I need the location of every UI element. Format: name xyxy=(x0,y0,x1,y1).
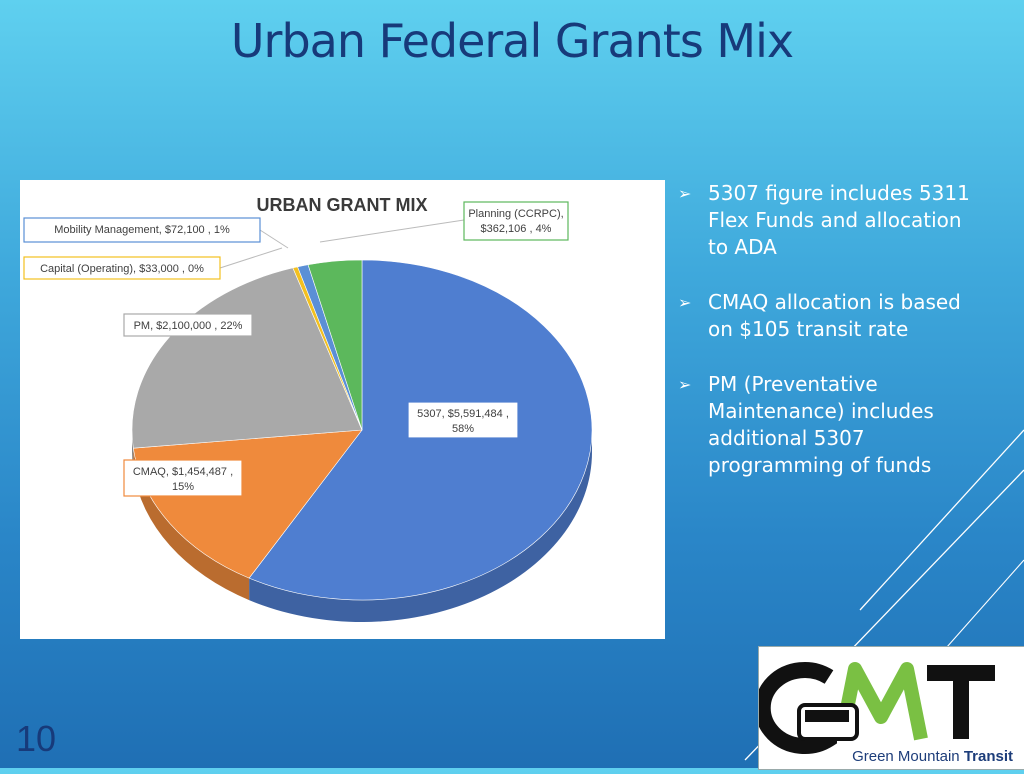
pie-slice-5 xyxy=(307,259,363,431)
data-label: Planning (CCRPC), xyxy=(468,208,563,220)
data-label: Mobility Management, $72,100 , 1% xyxy=(54,224,230,236)
data-label-box xyxy=(23,256,221,280)
bullet-item: ➢ PM (Preventative Maintenance) includes… xyxy=(676,371,976,479)
data-label: 5307, $5,591,484 , xyxy=(417,408,509,420)
deco-line xyxy=(859,429,1024,611)
data-label: CMAQ, $1,454,487 , xyxy=(133,466,233,478)
data-label: 15% xyxy=(172,481,194,493)
bullet-text: CMAQ allocation is based on $105 transit… xyxy=(708,290,961,341)
data-label-box xyxy=(407,401,519,439)
logo-t-letter xyxy=(927,665,995,739)
label-leader-line xyxy=(319,219,465,243)
bullet-text: 5307 figure includes 5311 Flex Funds and… xyxy=(708,181,970,259)
pie-slice-side-0 xyxy=(249,430,593,622)
pie-slice-2 xyxy=(131,267,363,449)
bullet-text: PM (Preventative Maintenance) includes a… xyxy=(708,372,934,477)
data-label: PM, $2,100,000 , 22% xyxy=(134,320,243,332)
label-leader-line xyxy=(219,247,283,269)
pie-slice-side-1 xyxy=(133,448,250,601)
pie-chart: URBAN GRANT MIX 5307, $5,591,484 , 58% CMAQ… xyxy=(23,195,593,622)
page-number: 10 xyxy=(16,718,57,759)
logo-subtitle-plain: Green Mountain xyxy=(852,748,964,765)
data-label-box xyxy=(123,459,243,497)
logo-subtitle: Green Mountain Transit xyxy=(852,748,1013,765)
bullet-item: ➢ 5307 figure includes 5311 Flex Funds a… xyxy=(676,180,976,261)
pie-chart-panel: URBAN GRANT MIX 5307, $5,591,484 , 58% CMAQ… xyxy=(20,180,665,639)
data-label: Capital (Operating), $33,000 , 0% xyxy=(40,263,204,275)
arrow-bullet-icon: ➢ xyxy=(678,293,692,312)
data-label-box xyxy=(23,217,261,243)
slide-title: Urban Federal Grants Mix xyxy=(230,14,794,68)
arrow-bullet-icon: ➢ xyxy=(678,184,692,203)
data-label-box xyxy=(123,313,253,337)
logo-g-letter xyxy=(754,662,837,754)
data-label: $362,106 , 4% xyxy=(481,223,552,235)
gmt-logo: Green Mountain Transit xyxy=(754,646,1024,770)
data-label-box xyxy=(463,201,569,241)
bus-window-icon xyxy=(805,710,849,722)
bullet-item: ➢ CMAQ allocation is based on $105 trans… xyxy=(676,289,976,343)
logo-m-letter xyxy=(834,662,928,741)
label-leader-line xyxy=(259,229,289,249)
data-label: 58% xyxy=(452,423,474,435)
logo-subtitle-bold: Transit xyxy=(963,748,1013,765)
arrow-bullet-icon: ➢ xyxy=(678,375,692,394)
logo-mark xyxy=(754,662,995,754)
bullet-list: ➢ 5307 figure includes 5311 Flex Funds a… xyxy=(676,180,976,507)
chart-title: URBAN GRANT MIX xyxy=(257,195,428,215)
